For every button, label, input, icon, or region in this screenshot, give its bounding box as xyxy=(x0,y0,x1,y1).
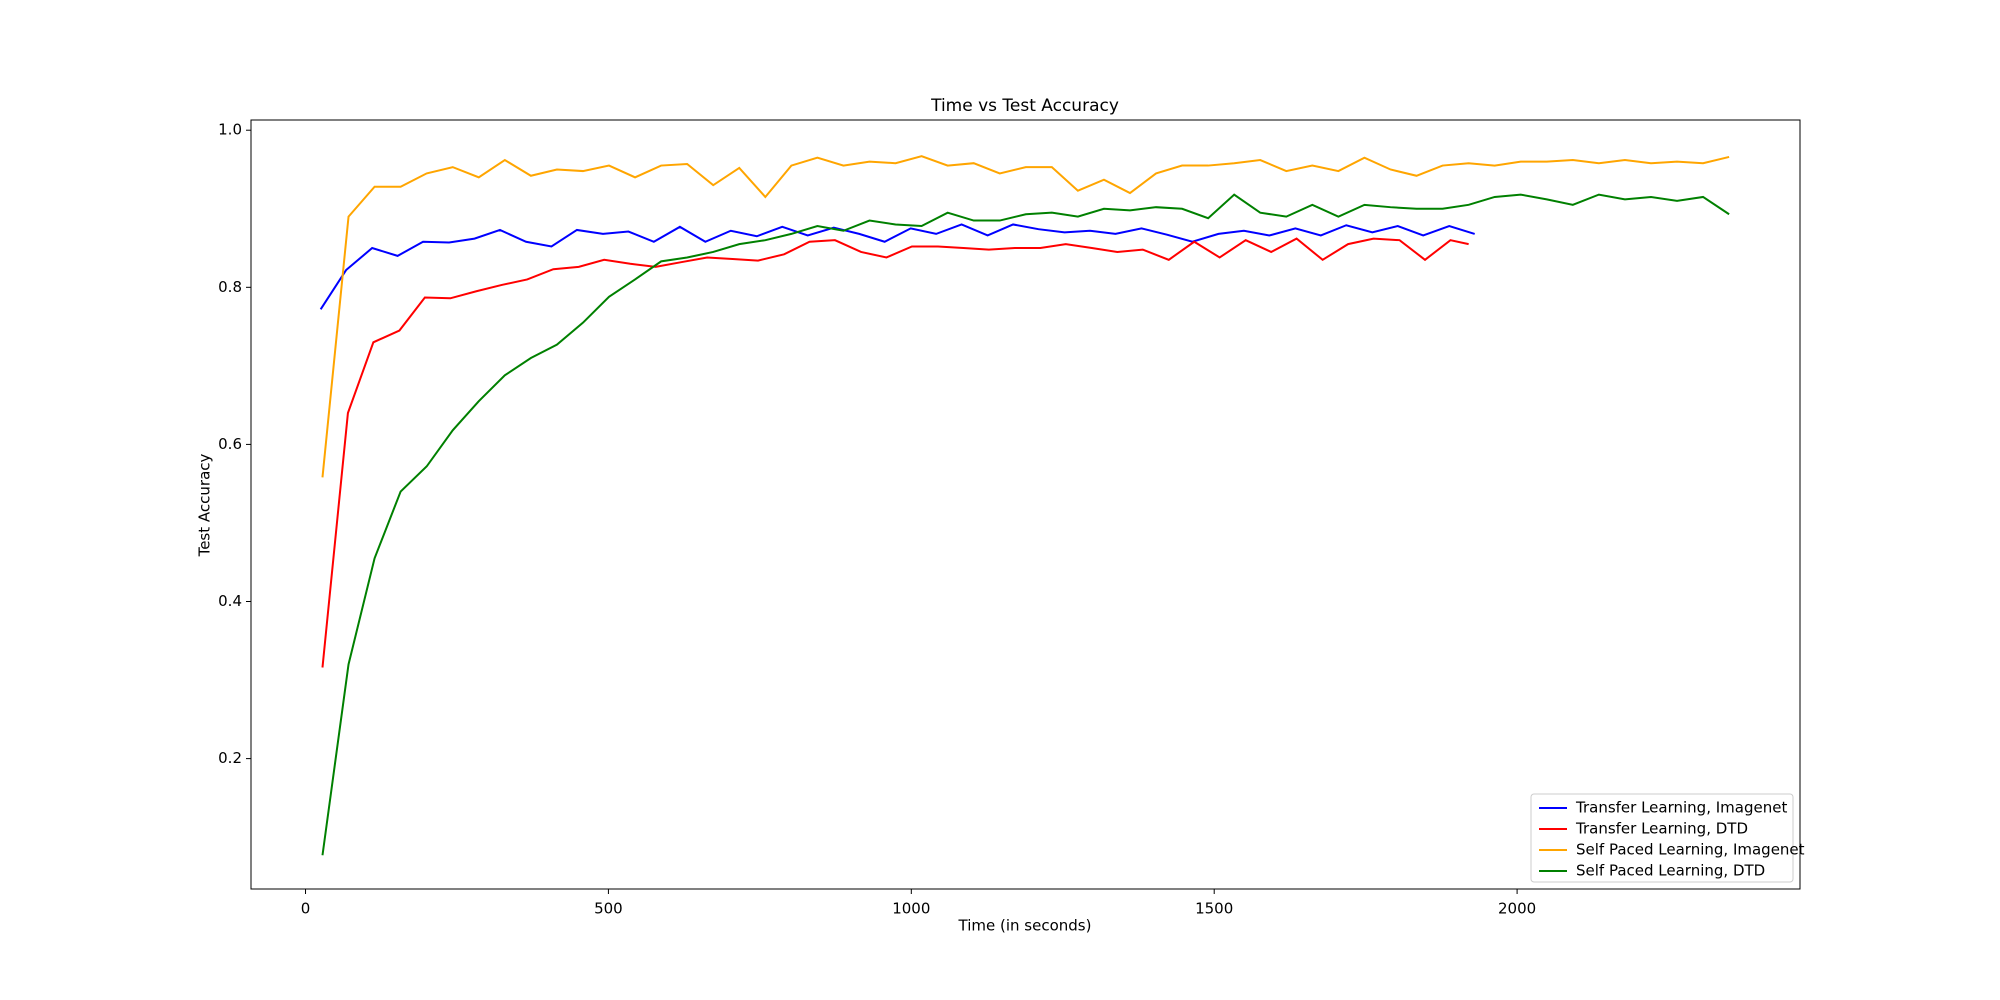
legend-box xyxy=(1530,793,1794,883)
plot-frame xyxy=(250,119,1801,890)
y-tick-label: 0.2 xyxy=(218,749,242,767)
y-tick-label: 0.8 xyxy=(218,278,242,296)
data-line xyxy=(321,155,1730,478)
chart-title: Time vs Test Accuracy xyxy=(930,96,1119,116)
legend-label: Transfer Learning, Imagenet xyxy=(1575,799,1787,817)
x-tick-label: 0 xyxy=(301,900,311,918)
x-tick-label: 1500 xyxy=(1195,900,1233,918)
y-tick-label: 0.6 xyxy=(218,435,242,453)
y-tick-label: 0.4 xyxy=(218,592,242,610)
data-line xyxy=(319,223,1475,310)
data-line xyxy=(321,193,1730,856)
x-axis-label: Time (in seconds) xyxy=(958,917,1092,935)
x-tick-label: 1000 xyxy=(892,900,930,918)
y-axis-label: Test Accuracy xyxy=(196,453,214,557)
data-line xyxy=(321,237,1469,668)
legend-label: Transfer Learning, DTD xyxy=(1575,820,1748,838)
legend-label: Self Paced Learning, Imagenet xyxy=(1576,841,1805,859)
x-tick-label: 500 xyxy=(594,900,623,918)
x-tick-label: 2000 xyxy=(1498,900,1536,918)
y-tick-label: 1.0 xyxy=(218,121,242,139)
legend-label: Self Paced Learning, DTD xyxy=(1576,862,1765,880)
